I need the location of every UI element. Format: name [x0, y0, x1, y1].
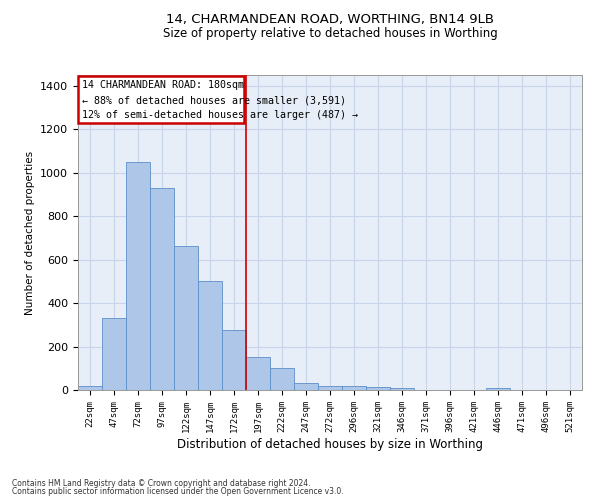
Text: Contains public sector information licensed under the Open Government Licence v3: Contains public sector information licen…: [12, 487, 344, 496]
Bar: [390, 388, 414, 390]
Bar: [294, 383, 318, 390]
Bar: [342, 386, 366, 390]
Bar: [318, 386, 342, 390]
Text: Size of property relative to detached houses in Worthing: Size of property relative to detached ho…: [163, 28, 497, 40]
Bar: [222, 330, 246, 390]
Bar: [270, 368, 294, 390]
Bar: [486, 388, 510, 390]
Text: ← 88% of detached houses are smaller (3,591): ← 88% of detached houses are smaller (3,…: [82, 95, 346, 105]
Bar: [198, 282, 222, 390]
Bar: [78, 386, 102, 390]
Bar: [126, 162, 150, 390]
Bar: [102, 318, 126, 390]
Bar: [366, 386, 390, 390]
Text: Contains HM Land Registry data © Crown copyright and database right 2024.: Contains HM Land Registry data © Crown c…: [12, 478, 311, 488]
Bar: [174, 246, 198, 390]
Bar: [246, 358, 270, 390]
Text: 14, CHARMANDEAN ROAD, WORTHING, BN14 9LB: 14, CHARMANDEAN ROAD, WORTHING, BN14 9LB: [166, 12, 494, 26]
Y-axis label: Number of detached properties: Number of detached properties: [25, 150, 35, 314]
Text: 12% of semi-detached houses are larger (487) →: 12% of semi-detached houses are larger (…: [82, 110, 358, 120]
X-axis label: Distribution of detached houses by size in Worthing: Distribution of detached houses by size …: [177, 438, 483, 450]
Bar: [150, 188, 174, 390]
Text: 14 CHARMANDEAN ROAD: 180sqm: 14 CHARMANDEAN ROAD: 180sqm: [82, 80, 244, 90]
FancyBboxPatch shape: [78, 76, 244, 123]
